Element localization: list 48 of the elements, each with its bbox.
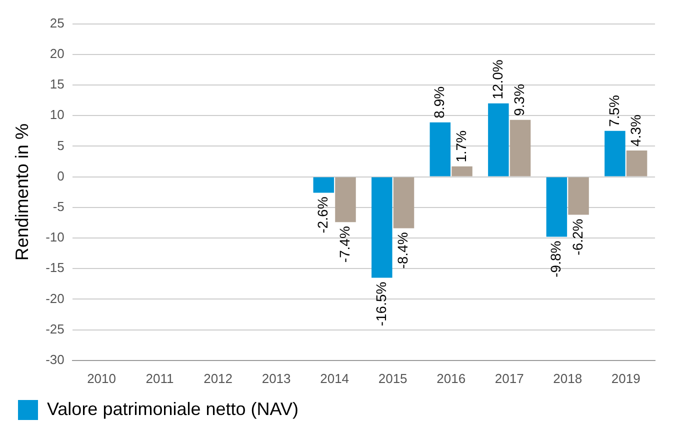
data-label: -7.4%: [336, 226, 352, 263]
y-tick-label: 0: [57, 168, 64, 184]
data-label: -6.2%: [569, 218, 586, 256]
y-tick-label: 15: [50, 76, 64, 92]
x-tick-label: 2017: [494, 370, 524, 386]
x-tick-label: 2012: [204, 370, 233, 386]
x-tick-label: 2014: [320, 370, 350, 386]
x-tick-label: 2018: [553, 370, 582, 386]
data-label: 12.0%: [489, 60, 506, 100]
x-tick-label: 2019: [611, 370, 640, 386]
bar: [335, 177, 356, 222]
bar: [626, 150, 648, 176]
y-tick-label: -25: [46, 321, 64, 336]
x-tick-label: 2013: [262, 370, 291, 386]
data-label: -2.6%: [314, 196, 330, 234]
x-tick-label: 2010: [87, 370, 116, 386]
bar: [546, 177, 568, 237]
data-label: -8.4%: [394, 232, 411, 269]
x-tick-label: 2016: [436, 370, 466, 386]
bar: [488, 103, 509, 176]
bar: [510, 120, 531, 176]
data-label: -16.5%: [372, 282, 389, 326]
y-tick-label: -10: [46, 230, 64, 245]
data-label: 7.5%: [606, 94, 622, 127]
bar: [604, 130, 626, 176]
legend-label: Valore patrimoniale netto (NAV): [47, 398, 298, 419]
bar: [430, 122, 451, 176]
bar: [568, 177, 589, 215]
y-tick-label: 20: [50, 46, 64, 61]
bar: [313, 177, 334, 193]
bar: [393, 177, 414, 228]
data-label: -9.8%: [548, 240, 564, 278]
y-tick-label: 10: [50, 107, 64, 122]
y-tick-label: -5: [52, 198, 64, 214]
data-label: 9.3%: [511, 84, 528, 116]
y-axis-title: Rendimento in %: [12, 124, 32, 261]
y-tick-label: -30: [46, 352, 64, 367]
y-tick-label: 25: [50, 15, 64, 30]
y-tick-label: -15: [46, 260, 64, 276]
bar: [372, 177, 392, 278]
bar: [452, 166, 472, 176]
x-tick-label: 2015: [378, 370, 408, 386]
data-label: 4.3%: [628, 114, 644, 146]
y-tick-label: -20: [46, 290, 64, 306]
data-label: 8.9%: [431, 86, 448, 118]
data-label: 1.7%: [452, 130, 469, 162]
x-tick-label: 2011: [146, 370, 174, 386]
y-tick-label: 5: [57, 138, 64, 153]
